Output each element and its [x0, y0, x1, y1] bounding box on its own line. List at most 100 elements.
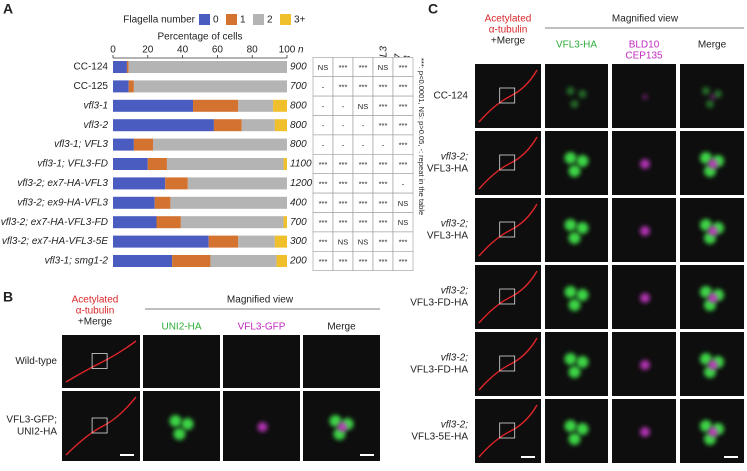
table-cell-text: ***	[379, 218, 388, 227]
legend-swatch	[280, 14, 291, 25]
bar-segment	[238, 99, 274, 112]
table-cell-text: ***	[359, 82, 368, 91]
bar-segment	[153, 138, 287, 151]
legend-label: 2	[267, 15, 273, 26]
signal-blob	[576, 289, 589, 301]
table-cell-text: ***	[339, 160, 348, 169]
table-cell-text: ***	[399, 63, 408, 72]
legend-title: Flagella number	[123, 15, 195, 26]
n-value: 800	[290, 139, 307, 150]
micrograph	[545, 332, 608, 396]
signal-blob	[640, 427, 650, 437]
zoom-box	[91, 417, 108, 434]
signal-blob	[708, 293, 718, 303]
n-value: 1200	[290, 178, 313, 189]
table-cell-text: -	[362, 121, 365, 130]
table-note: ***: p<0.0001, NS: p>0.05, -: repeat in …	[417, 58, 426, 215]
bar-segment	[113, 177, 166, 190]
row-label: Wild-type	[15, 356, 57, 367]
table-cell-text: ***	[319, 238, 328, 247]
table-cell-text: ***	[359, 257, 368, 266]
signal-blob	[706, 100, 714, 108]
table-cell-text: NS	[398, 218, 408, 227]
panel-letter: A	[3, 1, 13, 17]
n-value: 300	[290, 236, 307, 247]
column-label: VFL3-HA	[556, 40, 597, 51]
bar-segment	[283, 158, 287, 170]
bar-segment	[113, 216, 157, 229]
row-label: vfl3-1	[84, 100, 108, 111]
n-value: 800	[290, 100, 307, 111]
zoom-box	[499, 87, 516, 104]
column-label: Merge	[327, 322, 356, 333]
table-cell-text: -	[322, 121, 325, 130]
column-label: UNI2-HA	[161, 322, 201, 333]
signal-blob	[642, 94, 648, 100]
legend-label: 3+	[294, 15, 306, 26]
table-cell-text: ***	[379, 102, 388, 111]
flagellum	[478, 404, 538, 458]
micrograph	[545, 131, 608, 195]
signal-blob	[337, 422, 348, 432]
table-cell-text: -	[342, 121, 345, 130]
signal-blob	[566, 87, 575, 95]
table-cell-text: ***	[379, 179, 388, 188]
signal-blob	[640, 360, 650, 370]
micrograph	[475, 131, 541, 195]
signal-blob	[640, 226, 650, 236]
bar-segment	[128, 61, 287, 73]
x-tick-label: 80	[247, 45, 259, 56]
zoom-box	[499, 154, 516, 171]
row-label: VFL3-HA	[427, 231, 468, 242]
signal-blob	[708, 427, 718, 437]
n-header: n	[298, 45, 304, 56]
bar-segment	[113, 61, 127, 73]
x-axis-title: Percentage of cells	[157, 32, 242, 43]
header-text: +Merge	[491, 36, 526, 47]
row-label: vfl3-2;	[441, 420, 468, 431]
column-label: CEP135	[625, 51, 663, 62]
table-cell-text: -	[322, 141, 325, 150]
zoom-box	[499, 422, 516, 439]
header-text: α-tubulin	[489, 25, 528, 36]
table-cell-text: NS	[358, 238, 368, 247]
signal-blob	[568, 299, 581, 311]
table-cell-text: ***	[379, 160, 388, 169]
signal-blob	[708, 360, 718, 370]
signal-blob	[568, 366, 581, 378]
row-label: CC-124	[434, 91, 469, 102]
row-label: vfl3-1; smg1-2	[45, 256, 109, 267]
signal-blob	[568, 232, 581, 244]
bar-segment	[208, 235, 239, 248]
bar-segment	[113, 196, 155, 209]
bar-segment	[187, 177, 287, 190]
header-text: Acetylated	[72, 295, 119, 306]
row-label: VFL3-FD-HA	[410, 365, 468, 376]
micrograph	[223, 335, 300, 388]
x-tick-label: 40	[177, 45, 189, 56]
table-cell-text: ***	[319, 179, 328, 188]
row-label: vfl3-2;	[441, 286, 468, 297]
table-cell-text: -	[322, 82, 325, 91]
table-cell-text: ***	[359, 199, 368, 208]
legend-swatch	[226, 14, 237, 25]
bar-segment	[172, 255, 211, 267]
table-cell-text: ***	[399, 160, 408, 169]
row-label: vfl3-2	[84, 120, 109, 131]
bar-segment	[154, 196, 171, 209]
n-value: 900	[290, 62, 307, 73]
signal-blob	[708, 159, 718, 169]
header-text: +Merge	[78, 317, 113, 328]
row-label: vfl3-1; VFL3-FD	[37, 159, 108, 170]
table-cell-text: -	[382, 141, 385, 150]
legend-label: 0	[213, 15, 219, 26]
panel-letter: B	[3, 289, 13, 305]
table-cell-text: ***	[379, 121, 388, 130]
signal-blob	[576, 423, 589, 435]
table-cell-text: -	[362, 141, 365, 150]
signal-blob	[564, 353, 577, 365]
bar-segment	[210, 255, 277, 267]
row-label: vfl3-2; ex7-HA-VFL3-FD	[1, 217, 108, 228]
x-tick-label: 0	[110, 45, 116, 56]
table-cell-text: ***	[399, 82, 408, 91]
